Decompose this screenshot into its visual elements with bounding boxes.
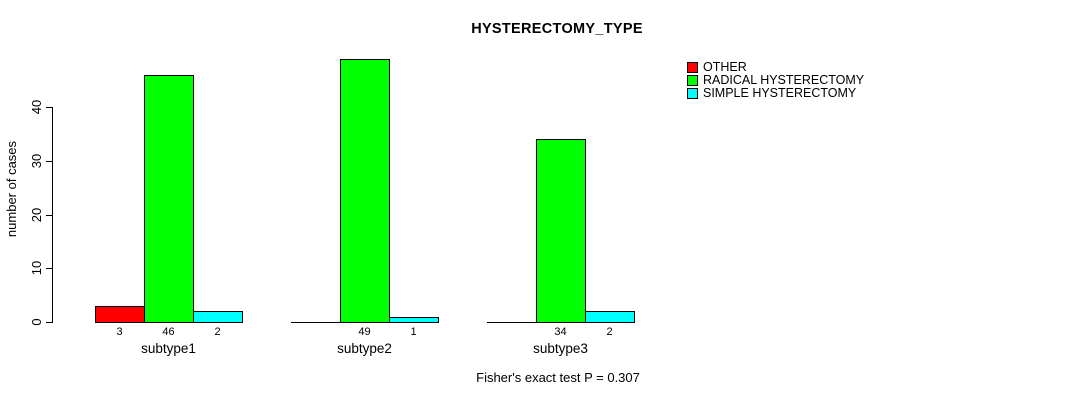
legend-label: RADICAL HYSTERECTOMY — [703, 73, 865, 87]
bar-other-subtype1 — [95, 306, 145, 323]
bar-value-label: 1 — [410, 326, 417, 338]
y-tick — [46, 161, 52, 162]
bar-radical-hysterectomy-subtype2 — [340, 59, 390, 323]
bar-simple-hysterectomy-subtype1 — [193, 311, 243, 323]
bar-simple-hysterectomy-subtype2 — [389, 317, 439, 323]
category-label-subtype3: subtype3 — [533, 341, 588, 356]
bar-zero-other-subtype2 — [291, 322, 341, 323]
y-tick-label: 30 — [29, 153, 44, 169]
bar-value-label: 2 — [214, 326, 221, 338]
bar-zero-other-subtype3 — [487, 322, 537, 323]
bar-value-label: 2 — [606, 326, 613, 338]
bar-value-label: 49 — [358, 326, 371, 338]
stat-annotation: Fisher's exact test P = 0.307 — [476, 370, 640, 385]
y-tick-label: 20 — [29, 207, 44, 223]
legend-item: OTHER — [687, 60, 864, 74]
y-tick-label: 10 — [29, 260, 44, 276]
bar-value-label: 3 — [116, 326, 123, 338]
bar-value-label: 46 — [162, 326, 175, 338]
legend-item: SIMPLE HYSTERECTOMY — [687, 86, 864, 100]
legend-item: RADICAL HYSTERECTOMY — [687, 73, 865, 87]
category-label-subtype1: subtype1 — [141, 341, 196, 356]
legend-swatch-simple-hysterectomy — [687, 88, 698, 99]
legend-swatch-radical-hysterectomy — [687, 75, 698, 86]
y-tick — [46, 322, 52, 323]
y-tick — [46, 215, 52, 216]
category-label-subtype2: subtype2 — [337, 341, 392, 356]
y-tick — [46, 107, 52, 108]
bar-radical-hysterectomy-subtype1 — [144, 75, 194, 323]
legend-label: OTHER — [703, 60, 747, 74]
chart-title: HYSTERECTOMY_TYPE — [471, 21, 643, 37]
bar-value-label: 34 — [554, 326, 567, 338]
y-tick — [46, 268, 52, 269]
legend: OTHER RADICAL HYSTERECTOMY SIMPLE HYSTEREC… — [687, 60, 865, 101]
y-tick-label: 0 — [29, 318, 44, 326]
bar-simple-hysterectomy-subtype3 — [585, 311, 635, 323]
legend-label: SIMPLE HYSTERECTOMY — [703, 86, 857, 100]
y-axis-line — [52, 107, 53, 323]
y-tick-label: 40 — [29, 99, 44, 115]
legend-swatch-other — [687, 62, 698, 73]
bar-radical-hysterectomy-subtype3 — [536, 139, 586, 323]
